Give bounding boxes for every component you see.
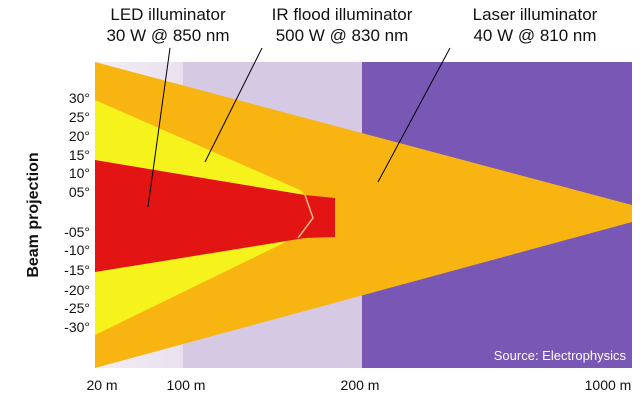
label-spec: 40 W @ 810 nm (473, 26, 596, 45)
y-tick-label: -10° (64, 242, 90, 258)
y-tick-label: 10° (69, 165, 90, 181)
label-spec: 30 W @ 850 nm (106, 26, 229, 45)
x-tick-label: 200 m (341, 377, 380, 393)
y-tick-label: 20° (69, 128, 90, 144)
source: Source: Electrophysics (494, 348, 627, 363)
x-tick-label: 20 m (86, 377, 117, 393)
y-tick-label: -30° (64, 319, 90, 335)
pointer (204, 47, 263, 163)
pointer (377, 47, 451, 183)
pointer (147, 47, 171, 208)
x-tick-label: 1000 m (585, 377, 632, 393)
y-tick-label: -05° (64, 224, 90, 240)
y-tick-label: 30° (69, 90, 90, 106)
y-tick-label: 15° (69, 147, 90, 163)
y-tick-label: 05° (69, 184, 90, 200)
x-ticks: 20 m 100 m 200 m 1000 m (86, 377, 631, 393)
axis-label: Beam projection (25, 152, 42, 277)
y-tick-label: 25° (69, 109, 90, 125)
x-tick-label: 100 m (167, 377, 206, 393)
led-edge (297, 194, 314, 239)
y-tick-label: -15° (64, 262, 90, 278)
label-name: Laser illuminator (473, 5, 598, 24)
y-ticks: 30° 25° 20° 15° 10° 05° -05° -10° -15° -20° -25° -3… (64, 90, 90, 335)
label-name: LED illuminator (110, 5, 226, 24)
laser-beam (95, 62, 632, 368)
label-name: IR flood illuminator (272, 5, 413, 24)
label-spec: 500 W @ 830 nm (276, 26, 409, 45)
y-tick-label: -20° (64, 282, 90, 298)
led-beam (95, 160, 335, 272)
y-tick-label: -25° (64, 300, 90, 316)
